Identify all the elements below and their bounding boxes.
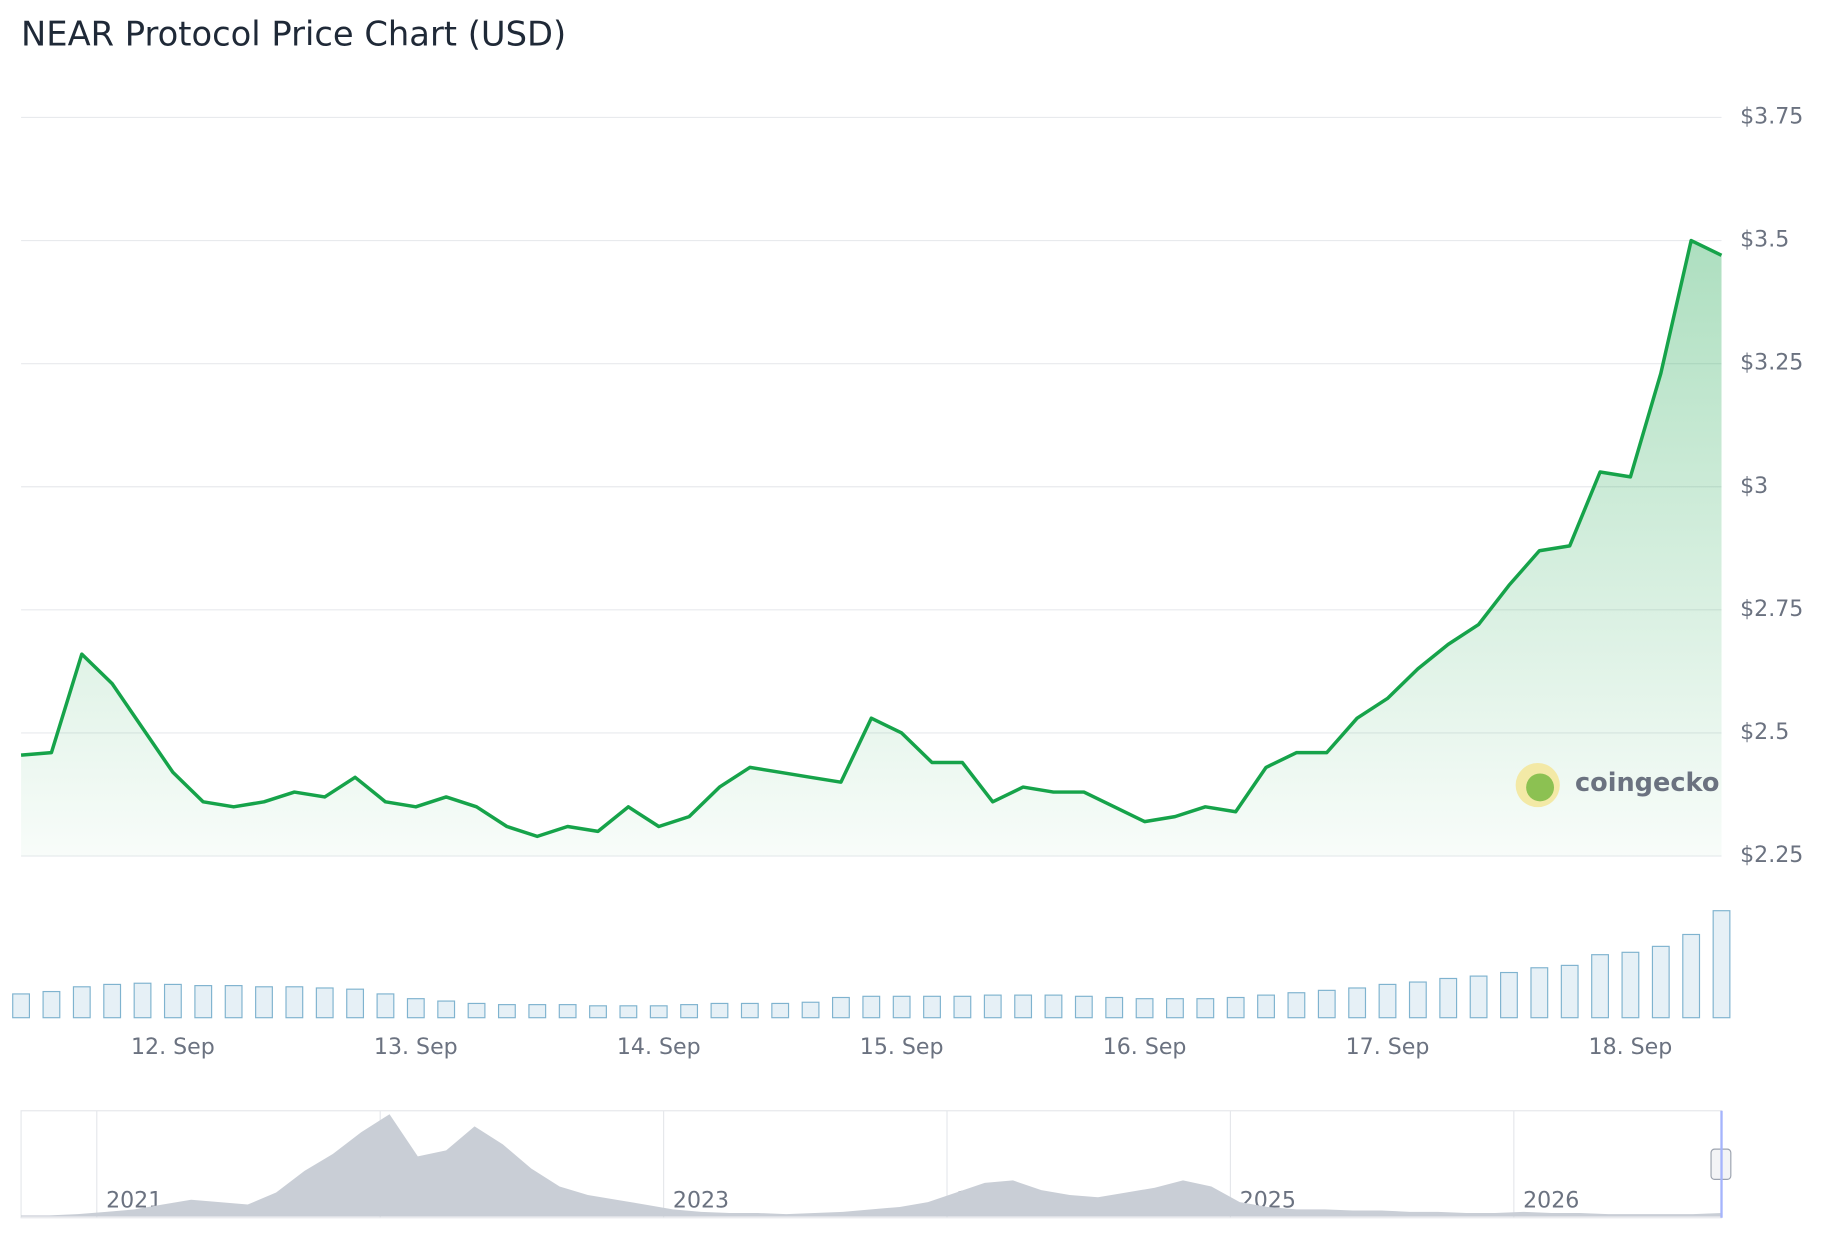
volume-bar	[1074, 995, 1093, 1019]
volume-bar	[103, 983, 122, 1019]
volume-bar	[346, 988, 365, 1019]
x-tick-label: 12. Sep	[131, 1034, 215, 1060]
volume-bar	[133, 982, 152, 1019]
volume-bar	[1257, 994, 1275, 1019]
area-fill	[21, 240, 1722, 857]
volume-bar	[710, 1002, 729, 1019]
watermark: coingecko	[1515, 762, 1719, 808]
volume-bar	[983, 994, 1002, 1019]
volume-bar	[649, 1005, 668, 1019]
volume-bar	[1014, 994, 1033, 1019]
volume-bar	[467, 1002, 486, 1019]
x-tick-label: 17. Sep	[1346, 1034, 1430, 1060]
y-tick-label: $3	[1740, 473, 1768, 499]
watermark-text: coingecko	[1575, 768, 1719, 798]
volume-bar	[497, 1004, 516, 1019]
volume-bar	[558, 1004, 577, 1019]
volume-bar	[315, 987, 334, 1019]
volume-bar	[406, 998, 425, 1019]
price-line	[20, 238, 1723, 839]
volume-bar	[12, 993, 31, 1019]
volume-bar	[1317, 989, 1336, 1019]
volume-bar	[1439, 977, 1458, 1019]
volume-bar	[831, 996, 850, 1019]
volume-bar	[1469, 975, 1488, 1019]
y-tick-label: $3.75	[1740, 103, 1803, 129]
volume-bar	[72, 986, 91, 1019]
volume-bar	[255, 986, 273, 1019]
volume-bar	[589, 1005, 607, 1019]
y-tick-label: $2.5	[1740, 719, 1789, 745]
navigator-year-label: 2026	[1523, 1187, 1579, 1213]
volume-bar	[1348, 987, 1367, 1019]
x-tick-label: 15. Sep	[860, 1034, 944, 1060]
volume-bar	[194, 985, 213, 1019]
volume-bar	[953, 995, 972, 1019]
volume-bar	[862, 995, 881, 1019]
y-tick-label: $3.25	[1740, 350, 1803, 376]
volume-bar	[680, 1004, 699, 1019]
volume-bar	[1712, 910, 1731, 1019]
x-tick-label: 13. Sep	[374, 1034, 458, 1060]
volume-bar	[1560, 964, 1579, 1019]
volume-bar	[892, 995, 911, 1019]
volume-bar	[1135, 998, 1154, 1019]
volume-bar	[1196, 998, 1215, 1019]
volume-bar	[224, 985, 243, 1019]
area-fill	[21, 1114, 1722, 1217]
volume-bar	[1621, 951, 1640, 1019]
volume-bar	[437, 1000, 456, 1019]
x-tick-label: 18. Sep	[1589, 1034, 1673, 1060]
volume-bar	[1530, 967, 1549, 1019]
volume-bar	[1105, 996, 1124, 1019]
volume-bar	[163, 983, 182, 1019]
volume-bar	[376, 993, 395, 1019]
y-tick-label: $2.25	[1740, 842, 1803, 868]
volume-bar	[1682, 933, 1701, 1019]
chart-title: NEAR Protocol Price Chart (USD)	[21, 15, 566, 54]
x-tick-label: 16. Sep	[1103, 1034, 1187, 1060]
volume-bar	[528, 1004, 547, 1019]
watermark-logo-inner	[1526, 773, 1555, 802]
volume-bar	[1226, 996, 1245, 1019]
volume-bar	[771, 1002, 790, 1019]
volume-bar	[1500, 971, 1518, 1019]
y-tick-label: $2.75	[1740, 596, 1803, 622]
volume-bar	[1166, 998, 1184, 1019]
volume-bar	[42, 990, 61, 1019]
volume-bar	[923, 995, 941, 1019]
volume-bar	[619, 1005, 638, 1019]
volume-bar	[1378, 983, 1397, 1019]
y-tick-label: $3.5	[1740, 227, 1789, 253]
volume-bar	[740, 1002, 759, 1019]
volume-bar	[1287, 992, 1306, 1019]
volume-bar	[1408, 981, 1427, 1019]
x-tick-label: 14. Sep	[617, 1034, 701, 1060]
volume-bar	[285, 986, 304, 1019]
volume-bar	[1591, 954, 1609, 1019]
navigator-year-label: 2023	[673, 1187, 729, 1213]
volume-bar	[801, 1001, 820, 1019]
volume-bar	[1044, 994, 1063, 1019]
volume-bar	[1651, 945, 1670, 1019]
